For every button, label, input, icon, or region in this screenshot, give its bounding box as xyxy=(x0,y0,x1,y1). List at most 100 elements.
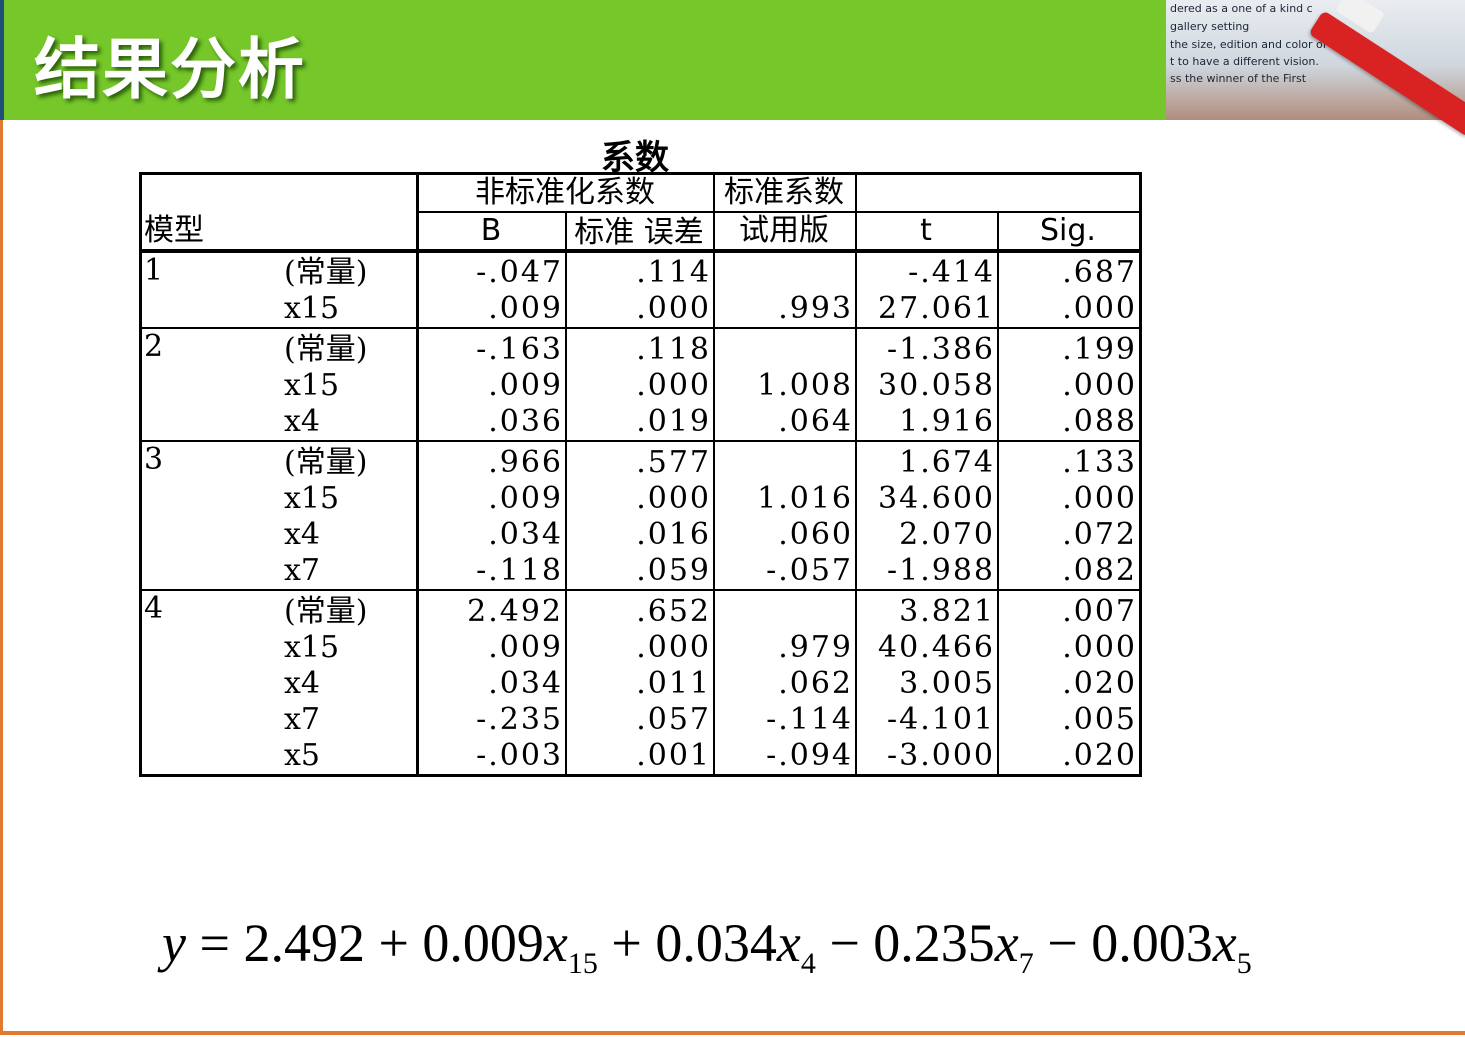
cell-std-error: .000 xyxy=(565,291,714,329)
cell-sig: .687 xyxy=(997,251,1141,291)
photo-text-line: ss the winner of the First xyxy=(1170,72,1307,85)
cell-beta xyxy=(713,328,856,368)
cell-sig: .199 xyxy=(997,328,1141,368)
table-row: 2 (常量) -.163.118 -1.386.199 xyxy=(141,328,1141,368)
cell-model xyxy=(141,666,285,702)
cell-variable: x15 xyxy=(284,630,340,665)
cell-model xyxy=(141,630,285,666)
table-row: x7 -.118.059 -.057 -1.988.082 xyxy=(140,553,1141,591)
cell-sig: .000 xyxy=(997,291,1141,329)
table-row: x4 .034.011.062 3.005.020 xyxy=(141,666,1141,702)
cell-variable: (常量) xyxy=(284,594,368,629)
cell-b: .034 xyxy=(416,517,566,553)
cell-std-error: .000 xyxy=(565,630,714,666)
cell-sig: .000 xyxy=(997,368,1141,404)
cell-variable: x15 xyxy=(284,368,340,403)
cell-std-error: .011 xyxy=(565,666,714,702)
decorative-photo: dered as a one of a kind c gallery setti… xyxy=(1166,0,1465,120)
cell-model xyxy=(140,291,284,329)
cell-model xyxy=(141,517,285,553)
table-header-row: 模型 非标准化系数 标准系数 xyxy=(140,173,1141,253)
header-sig: Sig. xyxy=(997,212,1141,253)
cell-beta xyxy=(713,590,856,630)
formula-coef: 0.009 xyxy=(422,913,544,973)
cell-sig: .082 xyxy=(997,553,1141,591)
cell-b: .036 xyxy=(416,404,566,442)
formula-subscript: 15 xyxy=(567,946,598,980)
formula-op: − xyxy=(1033,913,1092,973)
table-subheader-row: B 标准 误差 试用版 t Sig. xyxy=(141,212,1141,253)
formula-op: + xyxy=(364,913,423,973)
bottom-rule xyxy=(0,1031,1465,1035)
cell-t: 1.674 xyxy=(855,441,998,481)
formula-subscript: 5 xyxy=(1236,946,1252,980)
title-bar xyxy=(0,0,1166,120)
header-b: B xyxy=(416,212,566,253)
cell-sig: .088 xyxy=(997,404,1141,442)
formula-var: x xyxy=(1212,913,1237,973)
photo-text-line: gallery setting xyxy=(1170,20,1250,33)
table-row: x15.009.000.979 40.466.000 xyxy=(141,630,1141,666)
cell-variable: x4 xyxy=(284,666,321,701)
cell-b: .966 xyxy=(416,441,566,481)
formula-var: x xyxy=(543,913,568,973)
cell-beta: .060 xyxy=(713,517,856,553)
formula-subscript: 7 xyxy=(1018,946,1034,980)
cell-t: -3.000 xyxy=(855,738,998,776)
formula-coef: 0.003 xyxy=(1091,913,1213,973)
cell-model: 2 xyxy=(144,329,164,364)
cell-std-error: .057 xyxy=(565,702,714,738)
cell-variable: x5 xyxy=(284,738,321,773)
cell-sig: .133 xyxy=(997,441,1141,481)
cell-std-error: .000 xyxy=(565,481,714,517)
cell-t: 1.916 xyxy=(855,404,998,442)
table-row: x15.009.000 1.016 34.600.000 xyxy=(141,481,1141,517)
cell-b: .034 xyxy=(416,666,566,702)
cell-sig: .020 xyxy=(997,666,1141,702)
cell-beta: -.114 xyxy=(713,702,856,738)
cell-b: -.163 xyxy=(416,328,566,368)
table-row: x7 -.235.057 -.114 -4.101.005 xyxy=(141,702,1141,738)
cell-t: 40.466 xyxy=(855,630,998,666)
photo-text-line: the size, edition and color of the xyxy=(1170,38,1349,51)
cell-std-error: .114 xyxy=(565,251,714,291)
cell-model xyxy=(141,702,285,738)
cell-t: -1.386 xyxy=(855,328,998,368)
photo-text-line: dered as a one of a kind c xyxy=(1170,2,1313,15)
table-body: 1 (常量) -.047.114 -.414.687 x15.009.000.993 27… xyxy=(140,251,1141,776)
cell-variable: (常量) xyxy=(284,255,368,290)
cell-b: -.047 xyxy=(416,251,566,291)
cell-beta: .062 xyxy=(713,666,856,702)
cell-std-error: .577 xyxy=(565,441,714,481)
coefficients-table: 模型 非标准化系数 标准系数 B 标准 误差 试用版 t Sig. 1 (常量) -… xyxy=(139,172,1142,777)
header-unstandardized: 非标准化系数 xyxy=(416,173,714,213)
cell-b: -.235 xyxy=(416,702,566,738)
table-row: x4 .034.016.060 2.070.072 xyxy=(141,517,1141,553)
cell-model: 3 xyxy=(144,442,164,477)
cell-sig: .072 xyxy=(997,517,1141,553)
cell-model: 4 xyxy=(144,591,164,626)
cell-beta: -.057 xyxy=(713,553,856,591)
formula-coef: 0.034 xyxy=(655,913,777,973)
regression-equation: y = 2.492 + 0.009x15 + 0.034x4 − 0.235x7… xyxy=(162,912,1252,981)
cell-beta: 1.016 xyxy=(713,481,856,517)
table-row: x15.009.000 1.008 30.058.000 xyxy=(141,368,1141,404)
cell-beta: -.094 xyxy=(713,738,856,776)
cell-beta xyxy=(713,251,856,291)
header-trial-version: 试用版 xyxy=(713,212,856,253)
cell-sig: .020 xyxy=(997,738,1141,776)
formula-subscript: 4 xyxy=(800,946,816,980)
table-row: 3 (常量) .966.577 1.674.133 xyxy=(141,441,1141,481)
cell-beta: .993 xyxy=(713,291,856,329)
formula-op: + xyxy=(597,913,656,973)
header-standardized: 标准系数 xyxy=(713,173,856,213)
formula-equals: = xyxy=(185,913,244,973)
cell-model xyxy=(140,404,284,442)
cell-b: .009 xyxy=(416,481,566,517)
cell-std-error: .652 xyxy=(565,590,714,630)
cell-sig: .005 xyxy=(997,702,1141,738)
cell-b: .009 xyxy=(416,368,566,404)
header-variable xyxy=(284,173,418,253)
cell-t: -1.988 xyxy=(855,553,998,591)
cell-variable: (常量) xyxy=(284,445,368,480)
